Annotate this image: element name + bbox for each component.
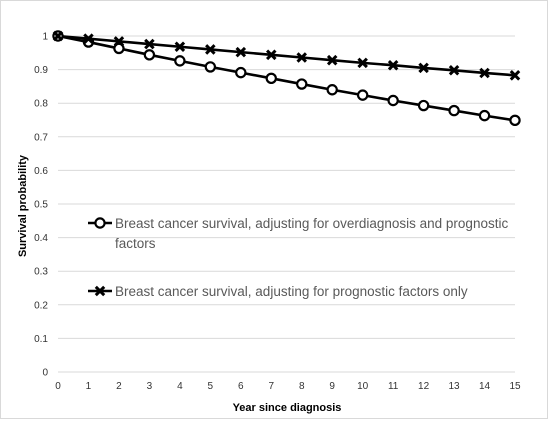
y-tick-label: 0 bbox=[42, 368, 48, 379]
x-tick-label: 13 bbox=[449, 381, 461, 392]
legend-entry-text: factors bbox=[115, 236, 156, 251]
x-tick-label: 12 bbox=[418, 381, 430, 392]
data-point-series-1 bbox=[448, 104, 460, 117]
y-tick-label: 0.6 bbox=[34, 166, 48, 177]
data-point-series-1 bbox=[143, 49, 156, 61]
y-tick-label: 0.3 bbox=[34, 267, 48, 278]
x-tick-label: 8 bbox=[299, 381, 305, 392]
data-point-series-1 bbox=[204, 61, 217, 73]
data-point-series-2 bbox=[174, 41, 186, 53]
data-point-series-1 bbox=[296, 78, 308, 90]
series-line-1 bbox=[57, 34, 516, 122]
data-point-series-2 bbox=[205, 44, 216, 55]
legend-marker-series-2 bbox=[94, 285, 106, 297]
y-tick-label: 0.8 bbox=[34, 99, 48, 110]
data-point-series-2 bbox=[235, 46, 247, 58]
x-tick-label: 3 bbox=[147, 381, 153, 392]
data-point-series-1 bbox=[235, 66, 247, 79]
data-point-series-1 bbox=[387, 94, 399, 107]
y-tick-label: 0.4 bbox=[34, 233, 48, 244]
y-axis-title: Survival probability bbox=[17, 154, 29, 257]
x-tick-label: 7 bbox=[268, 381, 274, 392]
data-point-series-2 bbox=[266, 49, 277, 61]
legend-entry-text: Breast cancer survival, adjusting for pr… bbox=[115, 284, 468, 299]
y-tick-label: 0.2 bbox=[34, 300, 48, 311]
data-point-series-2 bbox=[326, 54, 338, 66]
data-point-series-2 bbox=[418, 62, 429, 74]
x-axis-title: Year since diagnosis bbox=[233, 402, 342, 414]
y-tick-label: 0.1 bbox=[34, 334, 48, 345]
x-tick-label: 15 bbox=[509, 381, 521, 392]
x-tick-label: 1 bbox=[86, 381, 92, 392]
data-point-series-2 bbox=[479, 67, 490, 79]
data-point-series-1 bbox=[478, 109, 491, 122]
legend: Breast cancer survival, adjusting for ov… bbox=[88, 216, 508, 299]
y-tick-label: 1 bbox=[42, 32, 48, 43]
data-point-series-2 bbox=[387, 59, 399, 71]
data-point-series-1 bbox=[326, 84, 338, 96]
data-point-series-2 bbox=[509, 70, 521, 81]
y-tick-label: 0.9 bbox=[34, 65, 48, 76]
x-tick-label: 2 bbox=[116, 381, 122, 392]
x-tick-label: 9 bbox=[329, 381, 335, 392]
data-point-series-2 bbox=[113, 36, 125, 47]
series-line-2 bbox=[57, 34, 516, 77]
legend-marker-series-1 bbox=[94, 217, 106, 229]
legend-entry-text: Breast cancer survival, adjusting for ov… bbox=[115, 216, 508, 231]
data-point-series-1 bbox=[417, 99, 430, 112]
x-tick-label: 6 bbox=[238, 381, 244, 392]
data-point-series-2 bbox=[357, 57, 368, 69]
x-tick-label: 5 bbox=[208, 381, 214, 392]
x-tick-label: 0 bbox=[55, 381, 61, 392]
series-lines bbox=[57, 34, 516, 122]
data-point-series-1 bbox=[265, 72, 277, 85]
series-markers bbox=[52, 30, 521, 127]
x-tick-label: 4 bbox=[177, 381, 183, 392]
data-point-series-2 bbox=[144, 38, 155, 50]
data-point-series-2 bbox=[296, 52, 307, 63]
x-tick-label: 11 bbox=[388, 381, 399, 392]
data-point-series-2 bbox=[52, 30, 64, 42]
data-point-series-1 bbox=[356, 89, 369, 101]
data-point-series-1 bbox=[509, 114, 521, 127]
x-tick-label: 10 bbox=[357, 381, 369, 392]
x-tick-labels: 0 1 2 3 4 5 6 7 8 9 10 11 12 13 14 15 bbox=[55, 381, 521, 392]
y-tick-label: 0.5 bbox=[34, 200, 48, 211]
y-tick-label: 0.7 bbox=[34, 132, 48, 143]
y-tick-labels: 0 0.1 0.2 0.3 0.4 0.5 0.6 0.7 0.8 0.9 1 bbox=[34, 32, 48, 379]
data-point-series-2 bbox=[83, 33, 94, 44]
x-tick-label: 14 bbox=[479, 381, 491, 392]
data-point-series-1 bbox=[113, 42, 125, 55]
data-point-series-2 bbox=[448, 65, 460, 76]
gridlines bbox=[58, 35, 515, 373]
data-point-series-1 bbox=[174, 55, 186, 67]
